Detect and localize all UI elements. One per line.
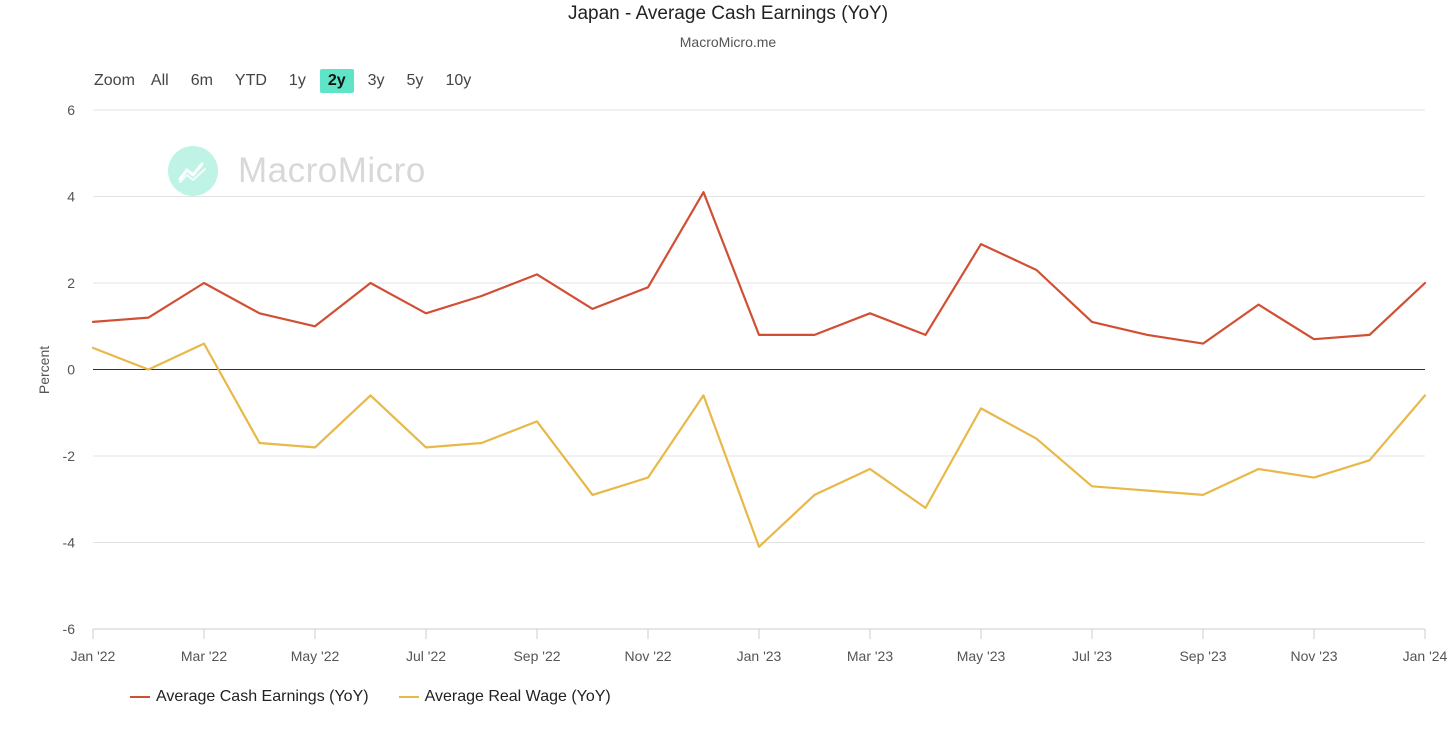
zoom-1y-button[interactable]: 1y <box>288 71 306 89</box>
x-axis: Jan '22 Mar '22 May '22 Jul '22 Sep '22 Nov '… <box>71 628 1448 664</box>
legend-label: Average Real Wage (YoY) <box>424 688 611 705</box>
series-line[interactable] <box>91 191 1427 345</box>
y-tick-label: -4 <box>63 535 76 551</box>
y-axis-ticks: -6 -4 -2 0 2 4 6 <box>63 102 76 637</box>
legend-item-real-wage[interactable]: Average Real Wage (YoY) <box>398 688 611 706</box>
grid-lines <box>93 109 1425 630</box>
zoom-10y-button[interactable]: 10y <box>445 71 472 89</box>
x-tick-label: Jul '22 <box>406 648 446 664</box>
chart-title: Japan - Average Cash Earnings (YoY) <box>567 3 889 24</box>
x-tick-label: Jul '23 <box>1072 648 1112 664</box>
watermark-text: MacroMicro <box>238 151 426 190</box>
y-tick-label: 2 <box>67 275 75 291</box>
chart-trend-icon <box>168 146 218 196</box>
zoom-2y-button[interactable]: 2y <box>319 68 354 93</box>
x-tick-label: Jan '22 <box>71 648 116 664</box>
y-axis-label: Percent <box>36 346 52 394</box>
y-tick-label: 4 <box>67 189 75 205</box>
x-tick-label: May '22 <box>291 648 340 664</box>
series-1 <box>91 342 1427 548</box>
legend-swatch-cash <box>130 696 150 698</box>
x-tick-label: Sep '23 <box>1179 648 1226 664</box>
zoom-ytd-button[interactable]: YTD <box>234 71 267 89</box>
series-line[interactable] <box>91 342 1427 548</box>
x-tick-label: Jan '24 <box>1403 648 1448 664</box>
zoom-all-button[interactable]: All <box>150 71 169 89</box>
chart-subtitle: MacroMicro.me <box>679 34 777 50</box>
zoom-3y-button[interactable]: 3y <box>367 71 385 89</box>
x-tick-label: Sep '22 <box>513 648 560 664</box>
x-tick-label: Mar '22 <box>181 648 227 664</box>
x-tick-label: Nov '22 <box>624 648 671 664</box>
x-tick-label: Jan '23 <box>737 648 782 664</box>
y-tick-label: -6 <box>63 621 76 637</box>
series-layer <box>91 191 1427 548</box>
x-tick-label: May '23 <box>957 648 1006 664</box>
y-tick-label: 6 <box>67 102 75 118</box>
y-tick-label: 0 <box>67 362 75 378</box>
legend-label: Average Cash Earnings (YoY) <box>156 688 369 705</box>
y-tick-label: -2 <box>63 448 76 464</box>
legend-swatch-real <box>398 696 419 698</box>
zoom-5y-button[interactable]: 5y <box>406 71 424 89</box>
watermark: MacroMicro <box>168 146 426 196</box>
zoom-bar: Zoom All 6m YTD 1y 2y 3y 5y 10y <box>88 67 485 94</box>
legend: Average Cash Earnings (YoY) Average Real… <box>130 688 641 706</box>
series-0 <box>91 191 1427 345</box>
legend-item-cash-earnings[interactable]: Average Cash Earnings (YoY) <box>130 688 369 706</box>
x-tick-label: Nov '23 <box>1290 648 1337 664</box>
zoom-6m-button[interactable]: 6m <box>190 71 213 89</box>
x-tick-label: Mar '23 <box>847 648 893 664</box>
zoom-label: Zoom <box>94 71 135 89</box>
